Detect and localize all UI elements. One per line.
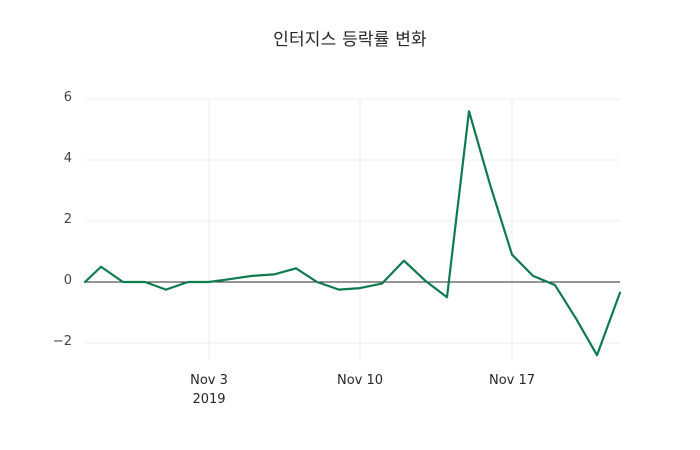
x-axis-tick-primary: Nov 17	[488, 373, 536, 388]
data-series-line	[83, 110, 622, 357]
x-axis-tick-label: Nov 17	[452, 371, 572, 390]
vertical-grid-lines	[208, 99, 513, 360]
y-axis-tick-label: 0	[63, 273, 72, 288]
chart-title: 인터지스 등락률 변화	[273, 30, 427, 50]
y-axis-tick-label: 6	[63, 90, 72, 105]
y-axis-tick-label: 4	[63, 151, 72, 166]
x-axis-tick-label: Nov 10	[300, 371, 420, 390]
x-axis-tick-label: Nov 3 2019	[149, 371, 269, 409]
y-axis-tick-label: −2	[52, 334, 72, 349]
y-axis-tick-label: 2	[63, 212, 72, 227]
grid-lines	[85, 98, 620, 344]
x-axis-tick-primary: Nov 10	[336, 373, 384, 388]
x-axis-tick-primary: Nov 3	[190, 373, 228, 388]
x-axis-tick-year: 2019	[192, 392, 226, 407]
